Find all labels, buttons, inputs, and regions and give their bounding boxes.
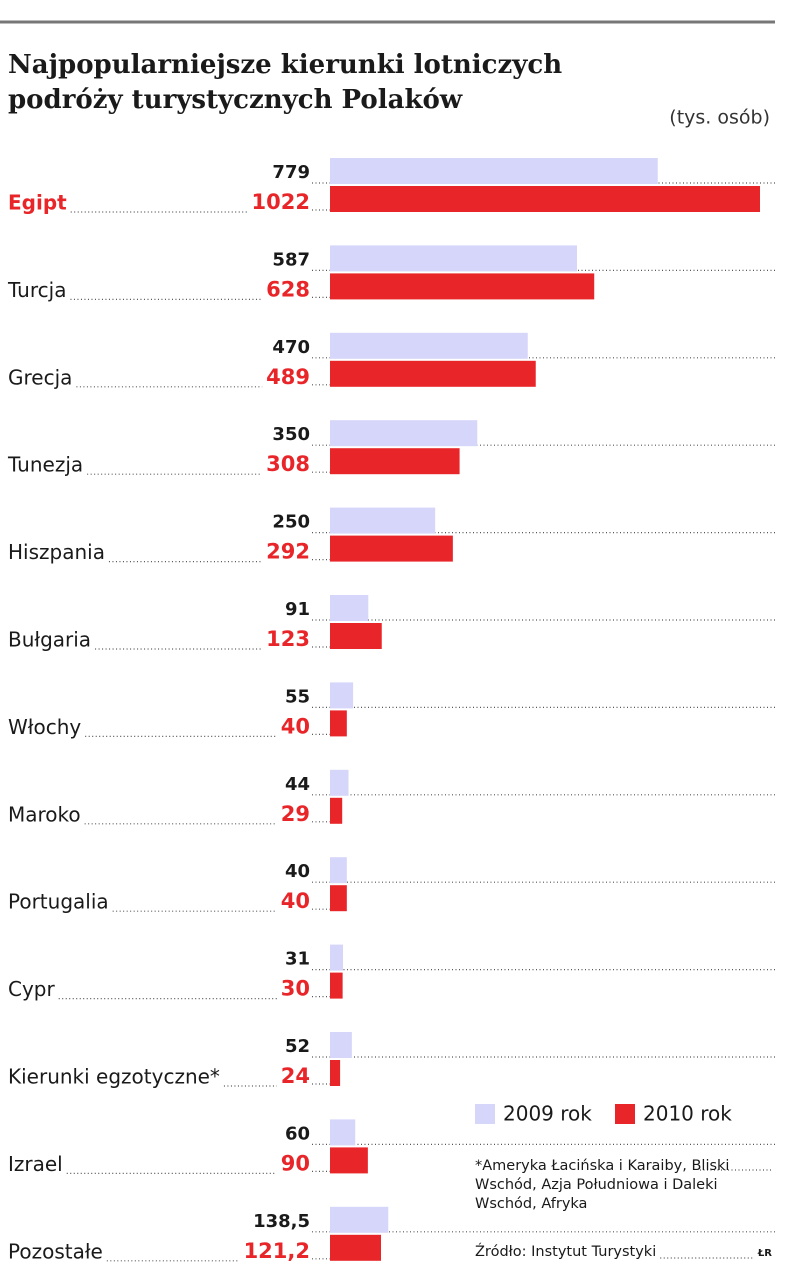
value-label: 779 (272, 162, 310, 183)
value-label: 123 (266, 627, 310, 651)
bar (330, 1206, 389, 1233)
bar (330, 273, 595, 300)
value-label: 40 (281, 714, 310, 738)
value-label: 292 (266, 540, 310, 564)
category-label: Portugalia (8, 890, 109, 914)
value-label: 250 (272, 512, 310, 533)
category-label: Izrael (8, 1152, 63, 1176)
value-label: 40 (281, 889, 310, 913)
legend-label: 2009 rok (503, 1102, 592, 1126)
category-label: Maroko (8, 802, 81, 826)
source: Źródło: Instytut Turystyki (475, 1242, 656, 1260)
category-label: Kierunki egzotyczne* (8, 1065, 220, 1089)
value-label: 470 (272, 337, 310, 358)
category-label: Bułgaria (8, 628, 91, 652)
legend-swatch (615, 1104, 635, 1124)
credit: ŁR (757, 1248, 772, 1259)
bar (330, 1032, 352, 1058)
category-label: Pozostałe (8, 1239, 103, 1263)
bar (330, 360, 536, 387)
bar (330, 448, 460, 475)
bar (330, 535, 453, 562)
bar (330, 623, 382, 649)
value-label: 587 (272, 249, 310, 270)
value-label: 489 (266, 365, 310, 389)
bar (330, 769, 349, 796)
value-label: 121,2 (244, 1239, 310, 1263)
bar (330, 1234, 381, 1261)
bar (330, 186, 760, 212)
value-label: 55 (285, 686, 310, 707)
category-label: Grecja (8, 365, 72, 389)
category-label: Hiszpania (8, 540, 105, 564)
category-label: Cypr (8, 977, 55, 1001)
category-label: Egipt (8, 191, 67, 215)
unit-label: (tys. osób) (669, 107, 770, 129)
value-label: 90 (281, 1151, 310, 1175)
value-label: 1022 (252, 190, 310, 214)
bar (330, 245, 577, 272)
value-label: 29 (281, 802, 310, 826)
value-label: 138,5 (253, 1211, 310, 1232)
value-label: 350 (272, 424, 310, 445)
bar (330, 1147, 368, 1174)
bar (330, 1119, 356, 1146)
bar (330, 507, 436, 534)
bar (330, 885, 347, 912)
bar (330, 1060, 341, 1086)
value-label: 628 (266, 277, 310, 301)
bar (330, 710, 347, 737)
footnote: *Ameryka Łacińska i Karaiby, Bliski Wsch… (475, 1158, 730, 1212)
value-label: 308 (266, 452, 310, 476)
value-label: 31 (285, 949, 310, 970)
bar (330, 420, 478, 447)
category-label: Włochy (8, 715, 81, 739)
bar (330, 972, 343, 999)
bar (330, 797, 343, 824)
value-label: 91 (285, 599, 310, 620)
legend-swatch (475, 1104, 495, 1124)
bar (330, 332, 528, 359)
value-label: 52 (285, 1036, 310, 1057)
bar (330, 682, 354, 709)
value-label: 44 (285, 774, 310, 795)
bar (330, 158, 658, 184)
bar (330, 944, 344, 971)
chart-title: Najpopularniejsze kierunki lotniczych po… (8, 50, 563, 115)
bar (330, 595, 369, 621)
category-label: Tunezja (7, 453, 83, 477)
category-label: Turcja (7, 278, 66, 302)
value-label: 60 (285, 1123, 310, 1144)
value-label: 40 (285, 861, 310, 882)
legend-label: 2010 rok (643, 1102, 732, 1126)
bar (330, 857, 347, 884)
value-label: 24 (281, 1064, 310, 1088)
value-label: 30 (281, 977, 310, 1001)
